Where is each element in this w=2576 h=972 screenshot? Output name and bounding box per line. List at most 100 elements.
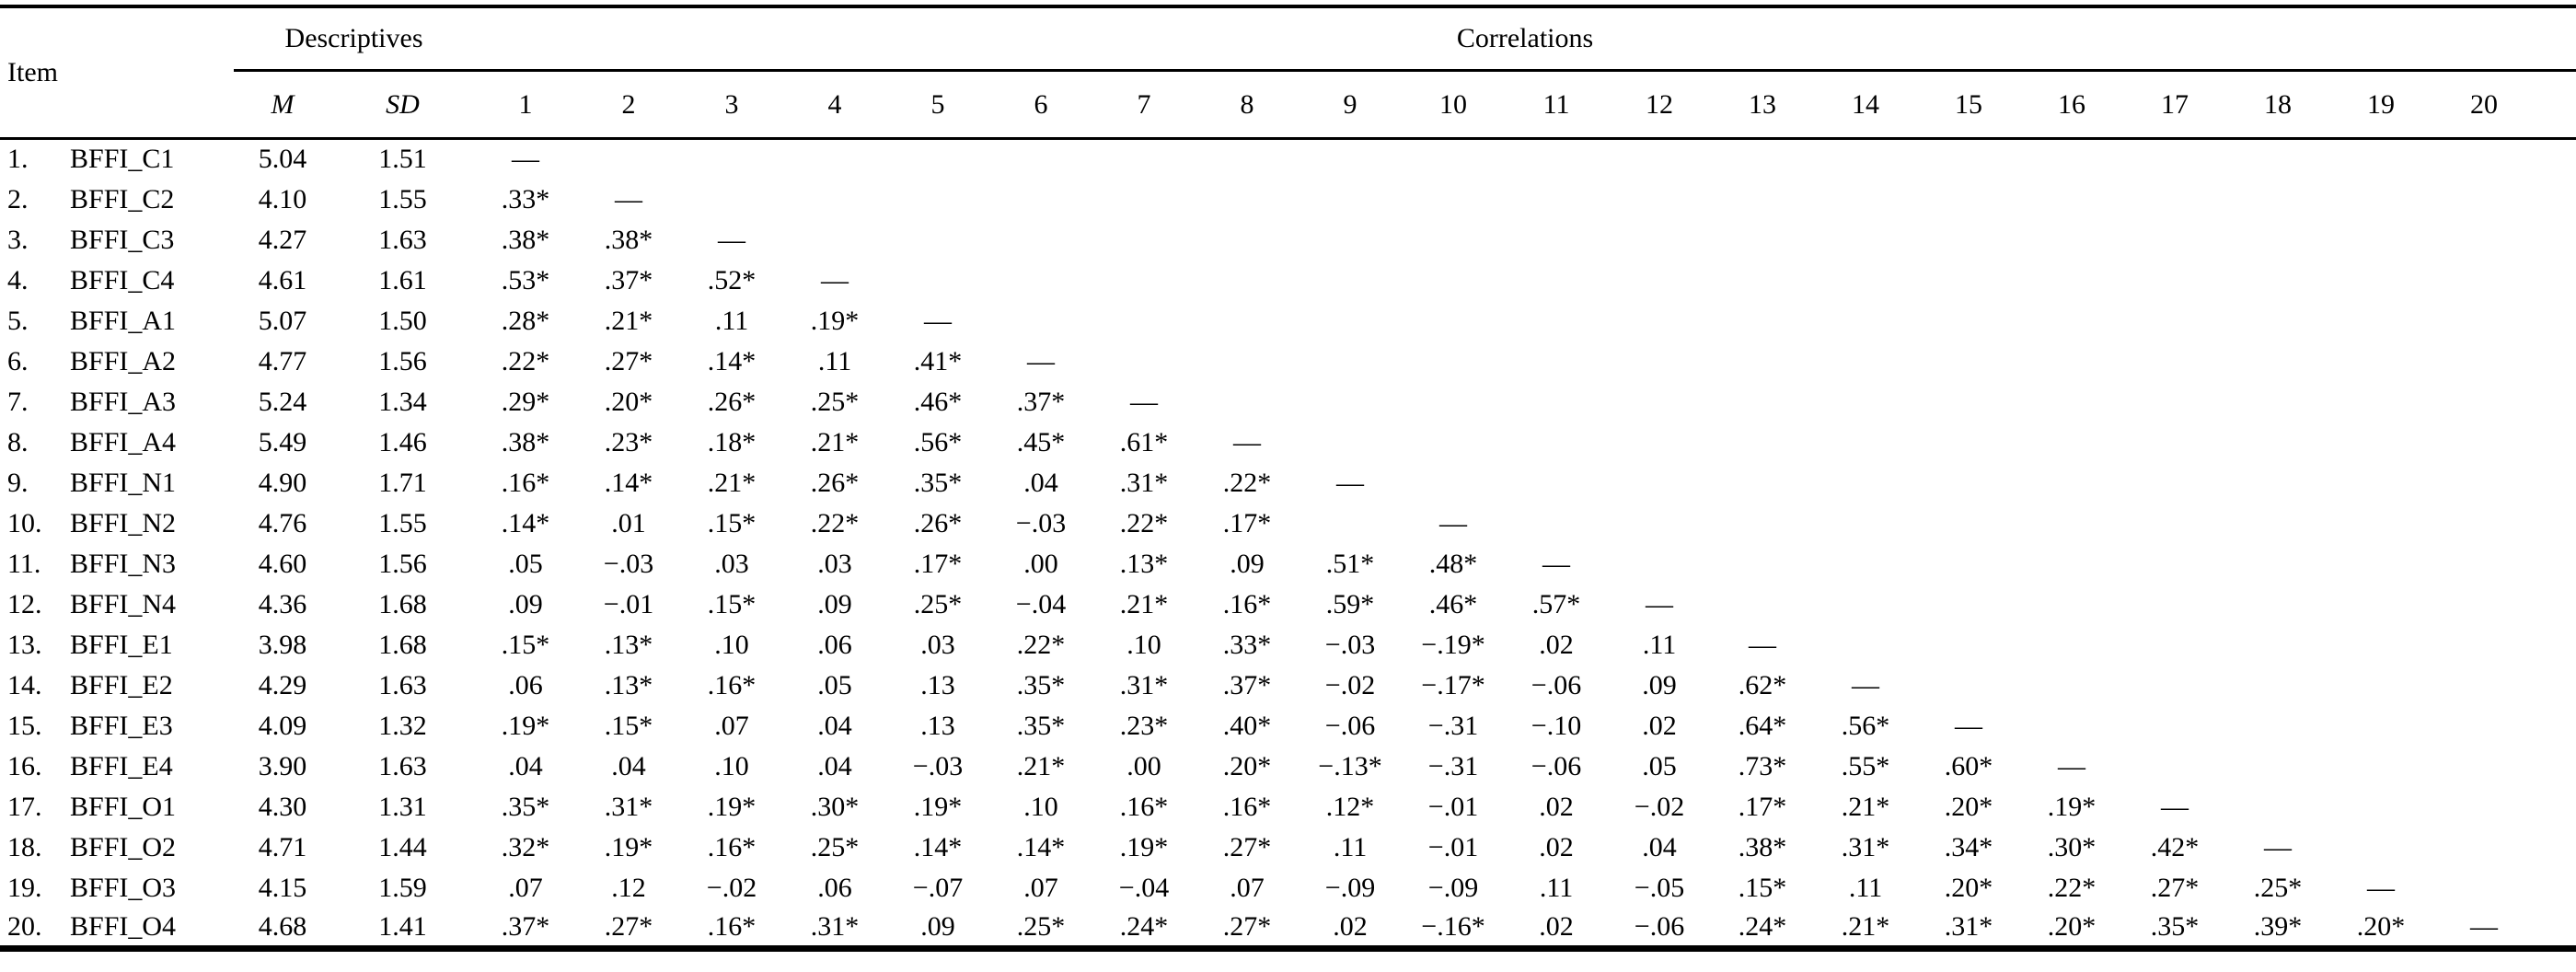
- correlation-table: Item Descriptives Correlations M SD 1 2 3 4 5 6…: [0, 5, 2576, 952]
- corr-value: [2020, 179, 2123, 220]
- corr-value: [2329, 706, 2432, 746]
- corr-column-header-10: 10: [1402, 70, 1506, 140]
- corr-value: −.09: [1427, 872, 1479, 903]
- corr-value: [2432, 503, 2536, 544]
- corr-value: [1299, 301, 1402, 341]
- corr-value: .04: [1642, 831, 1677, 862]
- corr-value: .02: [1333, 910, 1368, 942]
- corr-value: [2123, 706, 2226, 746]
- corr-value: [2226, 341, 2329, 382]
- corr-value: [2432, 422, 2536, 463]
- corr-value: [2432, 260, 2536, 301]
- spacer: [2536, 422, 2576, 463]
- corr-value: .13: [920, 669, 955, 700]
- row-number: 1.: [7, 144, 29, 175]
- corr-value: [1711, 422, 1814, 463]
- corr-value: [1917, 625, 2020, 665]
- corr-value: [2123, 301, 2226, 341]
- corr-value: [2020, 301, 2123, 341]
- corr-value: .34*: [1944, 831, 1993, 862]
- corr-value: .04: [817, 750, 852, 781]
- corr-value: [1608, 382, 1711, 422]
- corr-value: [1711, 139, 1814, 179]
- corr-value: [2432, 544, 2536, 584]
- corr-value: .09: [920, 910, 955, 942]
- mean-value: 3.90: [258, 750, 307, 781]
- corr-value: .48*: [1428, 548, 1478, 579]
- corr-value: .21*: [1119, 588, 1169, 619]
- mean-value: 4.71: [258, 831, 307, 862]
- corr-value: −.04: [1015, 588, 1067, 619]
- corr-value: −.06: [1531, 669, 1582, 700]
- corr-value: −.03: [603, 548, 654, 579]
- corr-value: [2226, 301, 2329, 341]
- corr-value: [2020, 220, 2123, 260]
- item-name: BFFI_O4: [70, 910, 177, 942]
- corr-value: −.06: [1531, 750, 1582, 781]
- corr-value: .24*: [1119, 910, 1169, 942]
- mean-value: 4.30: [258, 791, 307, 822]
- corr-value: [1814, 584, 1917, 625]
- corr-value: .33*: [1222, 629, 1272, 660]
- corr-value: .21*: [1841, 910, 1890, 942]
- corr-value: [886, 260, 989, 301]
- corr-value: .18*: [707, 426, 757, 457]
- corr-value: .27*: [1222, 831, 1272, 862]
- corr-value: [1917, 584, 2020, 625]
- corr-value: —: [1542, 548, 1571, 579]
- corr-value: .30*: [2047, 831, 2097, 862]
- corr-value: .04: [1023, 467, 1058, 498]
- corr-value: [2432, 787, 2536, 827]
- item-name: BFFI_E1: [70, 629, 173, 660]
- corr-value: [1814, 382, 1917, 422]
- corr-value: [1402, 220, 1505, 260]
- mean-value: 4.10: [258, 183, 307, 214]
- corr-value: .25*: [1016, 910, 1066, 942]
- corr-value: −.17*: [1421, 669, 1485, 700]
- corr-value: .39*: [2253, 910, 2303, 942]
- corr-column-header-8: 8: [1196, 70, 1300, 140]
- corr-value: [1608, 503, 1711, 544]
- corr-value: .04: [611, 750, 646, 781]
- corr-value: −.31: [1427, 710, 1479, 741]
- corr-column-header-11: 11: [1505, 70, 1609, 140]
- corr-value: .38*: [604, 224, 653, 255]
- corr-value: .06: [508, 669, 543, 700]
- corr-value: .11: [1848, 872, 1883, 903]
- corr-value: .60*: [1944, 750, 1993, 781]
- mean-value: 4.29: [258, 669, 307, 700]
- table-row-BFFI_C4: 4. BFFI_C4 4.61 1.61 .53* .37* .52* —: [0, 260, 2576, 301]
- corr-value: .37*: [1016, 386, 1066, 417]
- mean-value: 5.04: [258, 144, 307, 175]
- corr-value: .27*: [604, 345, 653, 376]
- corr-value: [2329, 503, 2432, 544]
- corr-value: .35*: [2150, 910, 2200, 942]
- corr-value: [2329, 584, 2432, 625]
- corr-value: [2432, 179, 2536, 220]
- corr-value: [1505, 503, 1608, 544]
- corr-value: .07: [508, 872, 543, 903]
- corr-value: .14*: [604, 467, 653, 498]
- corr-value: [2432, 463, 2536, 503]
- corr-value: −.09: [1324, 872, 1376, 903]
- corr-value: .46*: [913, 386, 963, 417]
- corr-value: .02: [1539, 629, 1574, 660]
- corr-value: [2123, 463, 2226, 503]
- corr-value: [1402, 341, 1505, 382]
- corr-value: [1505, 422, 1608, 463]
- table-row-BFFI_N2: 10. BFFI_N2 4.76 1.55 .14* .01 .15* .22* .26* −.0…: [0, 503, 2576, 544]
- corr-value: [2020, 463, 2123, 503]
- corr-column-header-6: 6: [989, 70, 1093, 140]
- corr-value: [989, 301, 1092, 341]
- row-number: 7.: [7, 386, 29, 417]
- corr-value: —: [2264, 831, 2293, 862]
- corr-value: [2329, 139, 2432, 179]
- spacer: [2536, 463, 2576, 503]
- item-name: BFFI_N1: [70, 467, 177, 498]
- corr-value: .20*: [2047, 910, 2097, 942]
- corr-value: [989, 220, 1092, 260]
- item-name: BFFI_N4: [70, 588, 177, 619]
- corr-value: [2123, 544, 2226, 584]
- sd-value: 1.46: [378, 426, 427, 457]
- corr-value: [1608, 422, 1711, 463]
